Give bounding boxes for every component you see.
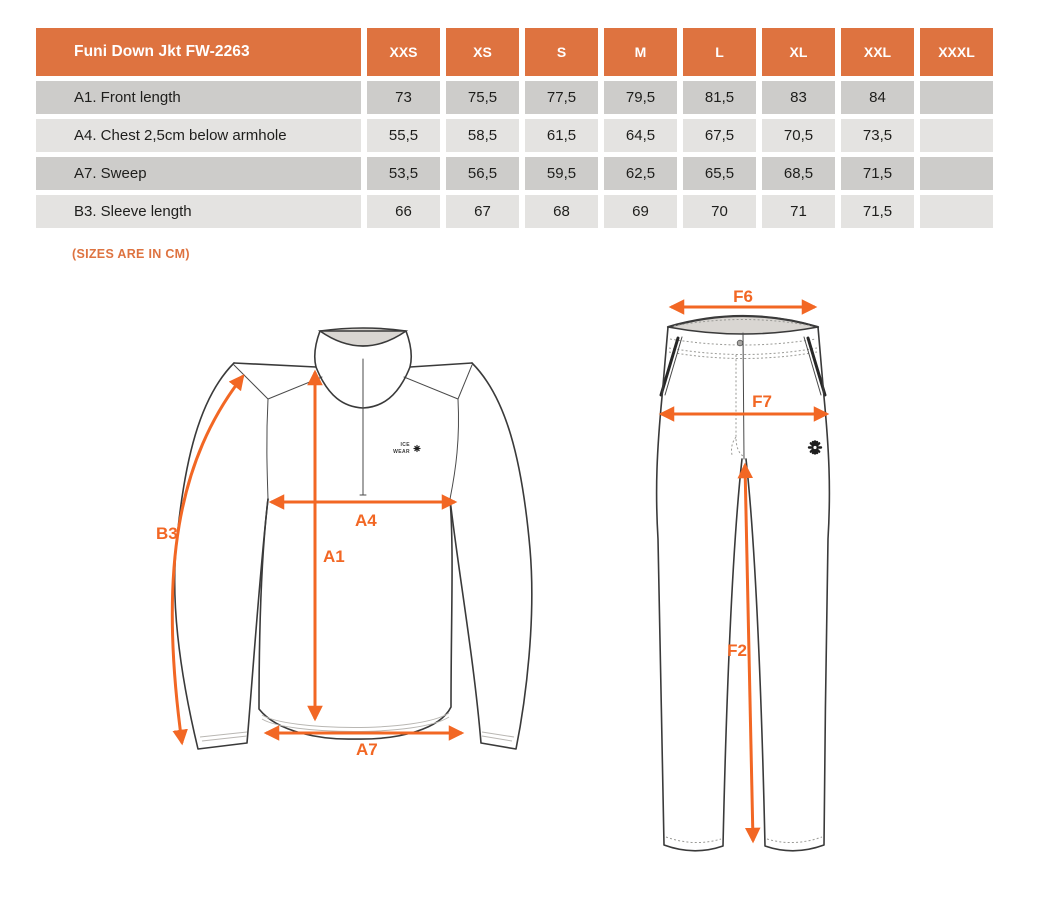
logo-text-wear: WEAR bbox=[393, 449, 410, 455]
a4-label: A4 bbox=[355, 511, 377, 530]
size-value-cell: 67 bbox=[446, 195, 519, 228]
size-header-cell: XXS bbox=[367, 28, 440, 76]
size-chart-section: Funi Down Jkt FW-2263 XXS XS S M L XL XX… bbox=[0, 0, 1038, 233]
f6-label: F6 bbox=[733, 289, 753, 306]
size-value-cell: 65,5 bbox=[683, 157, 756, 190]
pants-diagram: F6 F7 F2 bbox=[655, 289, 831, 852]
size-header-cell: L bbox=[683, 28, 756, 76]
size-value-cell: 58,5 bbox=[446, 119, 519, 152]
jacket-sleeves bbox=[173, 362, 533, 750]
sizes-unit-note: (SIZES ARE IN CM) bbox=[72, 247, 190, 261]
a7-label: A7 bbox=[356, 740, 378, 759]
jacket-body bbox=[258, 498, 453, 740]
size-table: Funi Down Jkt FW-2263 XXS XS S M L XL XX… bbox=[30, 23, 999, 233]
size-value-cell: 75,5 bbox=[446, 81, 519, 114]
table-row: B3. Sleeve length 66 67 68 69 70 71 71,5 bbox=[36, 195, 993, 228]
jacket-diagram: ICE WEAR B3 A4 A1 A7 bbox=[156, 327, 533, 759]
jacket-shoulder-seams bbox=[233, 362, 473, 500]
size-value-cell: 55,5 bbox=[367, 119, 440, 152]
pants-measurements: F6 F7 F2 bbox=[658, 289, 830, 844]
measurement-diagrams: ICE WEAR B3 A4 A1 A7 bbox=[0, 261, 1038, 897]
size-value-cell: 73 bbox=[367, 81, 440, 114]
table-row: A7. Sweep 53,5 56,5 59,5 62,5 65,5 68,5 … bbox=[36, 157, 993, 190]
size-value-cell: 70 bbox=[683, 195, 756, 228]
size-value-cell: 59,5 bbox=[525, 157, 598, 190]
row-label: A7. Sweep bbox=[36, 157, 361, 190]
table-header-row: Funi Down Jkt FW-2263 XXS XS S M L XL XX… bbox=[36, 28, 993, 76]
size-value-cell: 64,5 bbox=[604, 119, 677, 152]
jacket-measurements: B3 A4 A1 A7 bbox=[156, 369, 465, 759]
f7-label: F7 bbox=[752, 392, 772, 411]
size-header-cell: XXL bbox=[841, 28, 914, 76]
size-value-cell: 53,5 bbox=[367, 157, 440, 190]
size-value-cell: 70,5 bbox=[762, 119, 835, 152]
size-value-cell: 71,5 bbox=[841, 195, 914, 228]
size-value-cell: 56,5 bbox=[446, 157, 519, 190]
snowflake-icon bbox=[413, 444, 421, 453]
jacket-collar bbox=[314, 327, 412, 496]
a1-label: A1 bbox=[323, 547, 345, 566]
size-value-cell: 77,5 bbox=[525, 81, 598, 114]
size-value-cell: 62,5 bbox=[604, 157, 677, 190]
snowflake-icon bbox=[807, 440, 823, 455]
f2-label: F2 bbox=[727, 641, 747, 660]
size-header-cell: XXXL bbox=[920, 28, 993, 76]
size-value-cell: 67,5 bbox=[683, 119, 756, 152]
size-value-cell: 84 bbox=[841, 81, 914, 114]
size-value-cell: 68 bbox=[525, 195, 598, 228]
size-value-cell bbox=[920, 81, 993, 114]
size-header-cell: XL bbox=[762, 28, 835, 76]
size-value-cell: 71,5 bbox=[841, 157, 914, 190]
f2-arrow bbox=[737, 462, 761, 844]
snowflake-center bbox=[813, 445, 817, 450]
b3-label: B3 bbox=[156, 524, 178, 543]
size-header-cell: M bbox=[604, 28, 677, 76]
row-label: B3. Sleeve length bbox=[36, 195, 361, 228]
size-value-cell: 73,5 bbox=[841, 119, 914, 152]
jacket-logo: ICE WEAR bbox=[393, 442, 421, 455]
size-value-cell bbox=[920, 195, 993, 228]
size-value-cell: 66 bbox=[367, 195, 440, 228]
waist-button bbox=[736, 339, 744, 347]
size-value-cell: 61,5 bbox=[525, 119, 598, 152]
table-row: A4. Chest 2,5cm below armhole 55,5 58,5 … bbox=[36, 119, 993, 152]
pants-legs bbox=[655, 326, 831, 852]
pants-pockets bbox=[659, 336, 827, 397]
row-label: A1. Front length bbox=[36, 81, 361, 114]
table-row: A1. Front length 73 75,5 77,5 79,5 81,5 … bbox=[36, 81, 993, 114]
row-label: A4. Chest 2,5cm below armhole bbox=[36, 119, 361, 152]
size-value-cell: 81,5 bbox=[683, 81, 756, 114]
product-title: Funi Down Jkt FW-2263 bbox=[36, 28, 361, 76]
size-header-cell: XS bbox=[446, 28, 519, 76]
pants-fly bbox=[731, 332, 745, 460]
b3-arrow bbox=[170, 374, 245, 746]
size-header-cell: S bbox=[525, 28, 598, 76]
logo-text-ice: ICE bbox=[400, 442, 410, 448]
size-value-cell bbox=[920, 157, 993, 190]
size-value-cell: 79,5 bbox=[604, 81, 677, 114]
size-value-cell: 71 bbox=[762, 195, 835, 228]
size-value-cell: 69 bbox=[604, 195, 677, 228]
size-value-cell: 68,5 bbox=[762, 157, 835, 190]
size-value-cell: 83 bbox=[762, 81, 835, 114]
size-value-cell bbox=[920, 119, 993, 152]
waistband-inner-fill bbox=[667, 315, 819, 335]
